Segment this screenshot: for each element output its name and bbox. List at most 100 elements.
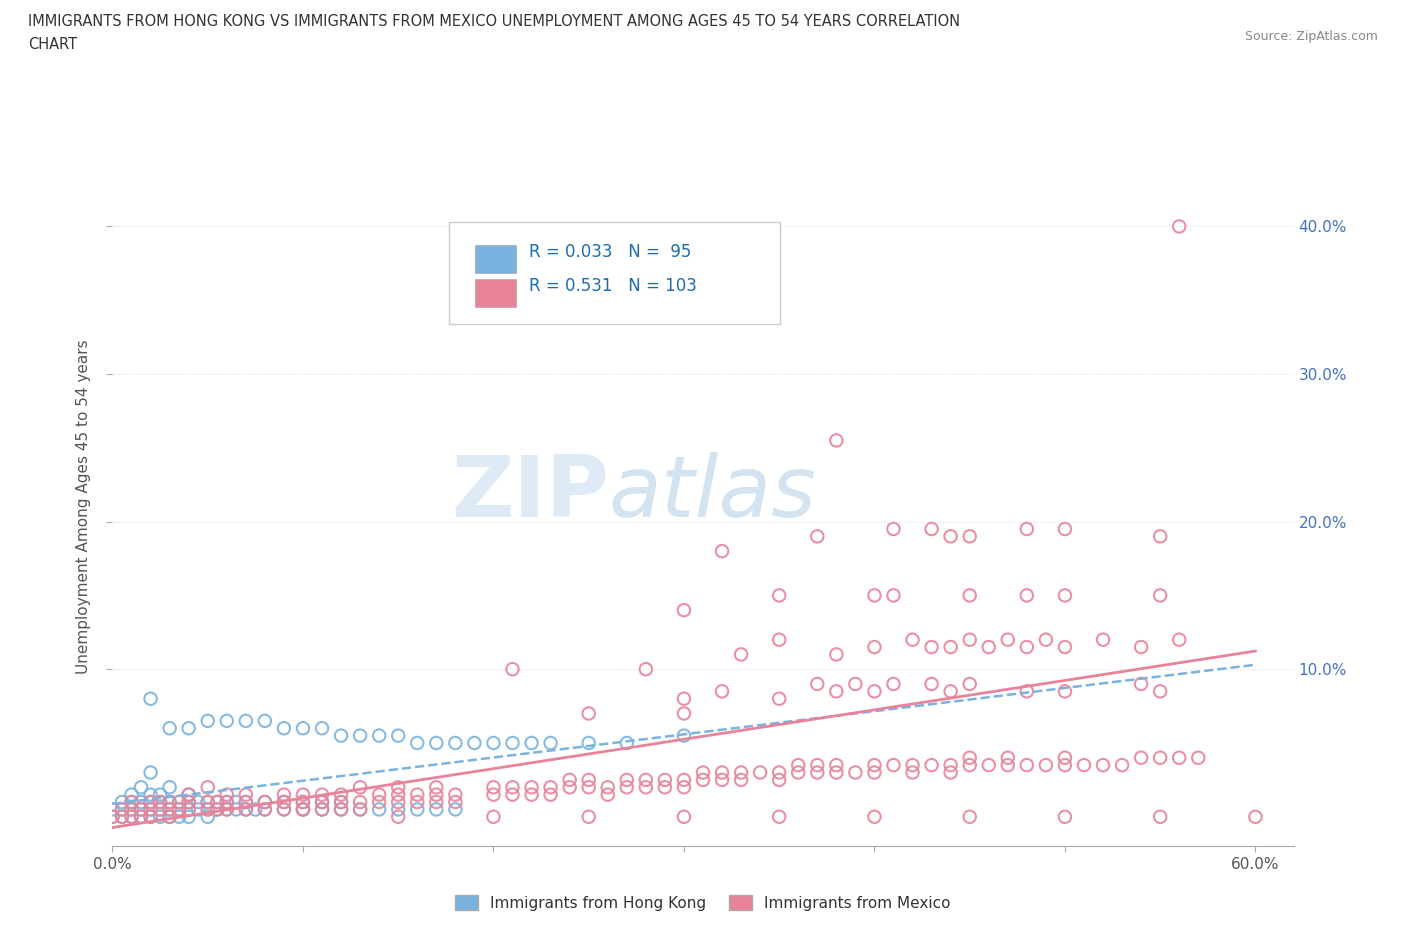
Point [959, 751, 981, 765]
Point [1015, 522, 1038, 537]
Point [215, 794, 238, 809]
Point [825, 684, 848, 698]
Point [387, 809, 409, 824]
Point [197, 780, 219, 795]
Point [634, 662, 657, 677]
Point [167, 794, 190, 809]
Point [634, 773, 657, 788]
Point [349, 728, 371, 743]
Point [197, 794, 219, 809]
Point [578, 706, 600, 721]
Point [921, 640, 943, 655]
Point [121, 794, 143, 809]
Point [139, 802, 162, 817]
Point [959, 588, 981, 603]
Point [959, 758, 981, 773]
Point [939, 684, 962, 698]
Point [330, 794, 353, 809]
Point [139, 802, 162, 817]
Point [1168, 632, 1191, 647]
Point [1015, 684, 1038, 698]
Point [482, 809, 505, 824]
Bar [475, 246, 516, 272]
Point [1130, 640, 1153, 655]
Point [482, 780, 505, 795]
Point [159, 809, 181, 824]
Point [901, 765, 924, 780]
Point [1244, 809, 1267, 824]
Point [977, 640, 1000, 655]
Point [1035, 758, 1057, 773]
Point [959, 529, 981, 544]
Point [997, 758, 1019, 773]
Point [787, 765, 810, 780]
Point [177, 802, 200, 817]
Text: Source: ZipAtlas.com: Source: ZipAtlas.com [1244, 30, 1378, 43]
Point [730, 773, 752, 788]
Point [768, 765, 790, 780]
Point [596, 787, 619, 802]
Point [1015, 588, 1038, 603]
Point [159, 780, 181, 795]
Point [825, 765, 848, 780]
Point [977, 758, 1000, 773]
Point [616, 736, 638, 751]
Point [235, 802, 257, 817]
Point [939, 758, 962, 773]
Bar [475, 279, 516, 307]
Point [578, 773, 600, 788]
Point [1149, 529, 1171, 544]
Point [444, 794, 467, 809]
Point [121, 787, 143, 802]
FancyBboxPatch shape [449, 221, 780, 324]
Point [159, 802, 181, 817]
Point [1149, 588, 1171, 603]
Point [368, 794, 391, 809]
Point [578, 809, 600, 824]
Point [768, 632, 790, 647]
Point [207, 802, 229, 817]
Point [139, 794, 162, 809]
Point [387, 794, 409, 809]
Text: CHART: CHART [28, 37, 77, 52]
Point [177, 787, 200, 802]
Point [1015, 758, 1038, 773]
Point [149, 787, 172, 802]
Point [882, 676, 904, 691]
Point [207, 802, 229, 817]
Point [520, 780, 543, 795]
Point [749, 765, 772, 780]
Point [540, 736, 562, 751]
Point [901, 632, 924, 647]
Point [806, 676, 828, 691]
Point [330, 787, 353, 802]
Point [253, 802, 276, 817]
Point [387, 787, 409, 802]
Point [863, 765, 886, 780]
Point [111, 794, 134, 809]
Point [1168, 219, 1191, 233]
Point [235, 787, 257, 802]
Point [121, 809, 143, 824]
Point [596, 780, 619, 795]
Point [291, 802, 314, 817]
Point [1053, 588, 1076, 603]
Point [149, 802, 172, 817]
Point [225, 794, 247, 809]
Point [444, 736, 467, 751]
Point [215, 794, 238, 809]
Point [311, 794, 333, 809]
Point [654, 773, 676, 788]
Point [215, 802, 238, 817]
Point [273, 794, 295, 809]
Point [768, 773, 790, 788]
Point [167, 809, 190, 824]
Point [1168, 751, 1191, 765]
Point [1187, 751, 1209, 765]
Point [502, 736, 524, 751]
Point [349, 780, 371, 795]
Point [177, 794, 200, 809]
Point [444, 802, 467, 817]
Point [692, 765, 714, 780]
Point [349, 794, 371, 809]
